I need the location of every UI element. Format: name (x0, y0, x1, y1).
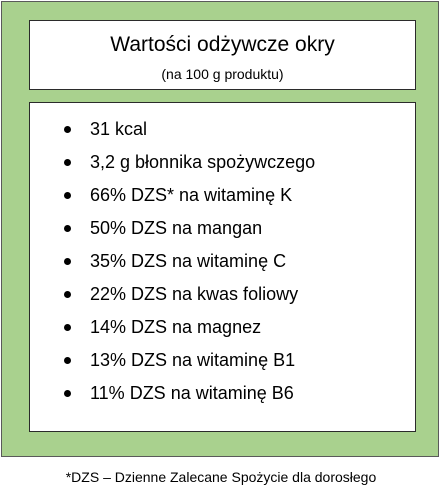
list-item-text: 13% DZS na witaminę B1 (90, 350, 296, 370)
bullet-icon (64, 291, 71, 298)
bullet-icon (64, 192, 71, 199)
list-item-text: 35% DZS na witaminę C (90, 251, 287, 271)
nutrition-list: 31 kcal 3,2 g błonnika spożywczego 66% D… (30, 113, 415, 410)
list-item-text: 22% DZS na kwas foliowy (90, 284, 299, 304)
list-item: 11% DZS na witaminę B6 (30, 377, 415, 410)
footnote: *DZS – Dzienne Zalecane Spożycie dla dor… (65, 469, 377, 485)
bullet-icon (64, 324, 71, 331)
list-item-text: 31 kcal (90, 119, 148, 139)
bullet-icon (64, 357, 71, 364)
list-item-text: 14% DZS na magnez (90, 317, 262, 337)
list-item-text: 50% DZS na mangan (90, 218, 263, 238)
bullet-icon (64, 225, 71, 232)
list-item-text: 3,2 g błonnika spożywczego (90, 152, 316, 172)
infographic-panel: Wartości odżywcze okry (na 100 g produkt… (1, 1, 439, 457)
bullet-icon (64, 159, 71, 166)
list-item-text: 11% DZS na witaminę B6 (90, 383, 294, 403)
list-item: 14% DZS na magnez (30, 311, 415, 344)
list-item-text: 66% DZS* na witaminę K (90, 185, 293, 205)
list-item: 35% DZS na witaminę C (30, 245, 415, 278)
list-item: 66% DZS* na witaminę K (30, 179, 415, 212)
list-item: 22% DZS na kwas foliowy (30, 278, 415, 311)
list-item: 13% DZS na witaminę B1 (30, 344, 415, 377)
page-title: Wartości odżywcze okry (110, 33, 335, 56)
nutrition-list-box: 31 kcal 3,2 g błonnika spożywczego 66% D… (29, 102, 416, 432)
title-box: Wartości odżywcze okry (na 100 g produkt… (29, 20, 416, 90)
bullet-icon (64, 126, 71, 133)
list-item: 31 kcal (30, 113, 415, 146)
bullet-icon (64, 258, 71, 265)
bullet-icon (64, 390, 71, 397)
page-subtitle: (na 100 g produktu) (161, 66, 284, 82)
list-item: 3,2 g błonnika spożywczego (30, 146, 415, 179)
list-item: 50% DZS na mangan (30, 212, 415, 245)
